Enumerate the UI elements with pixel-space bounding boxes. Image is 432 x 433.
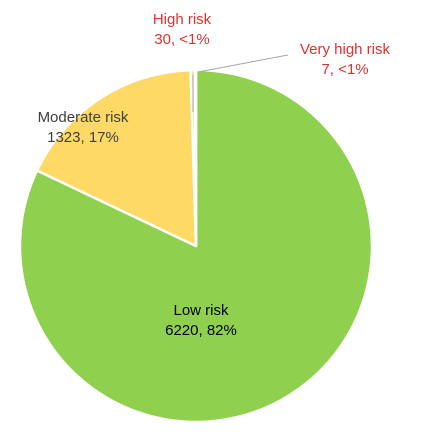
pie-slice-low-risk bbox=[18, 68, 374, 424]
slice-label-very-high-risk-name: Very high risk bbox=[300, 41, 391, 58]
pie-slice-moderate-risk bbox=[35, 68, 198, 248]
slice-label-moderate-risk-value: 1323, 17% bbox=[47, 129, 119, 146]
leader-lines bbox=[192, 54, 289, 112]
pie-slices bbox=[18, 68, 374, 424]
slice-label-low-risk-name: Low risk bbox=[173, 302, 229, 319]
pie-slice-very-high-risk bbox=[193, 68, 198, 248]
slice-label-moderate-risk-name: Moderate risk bbox=[38, 109, 129, 126]
leader-line-very-high-risk bbox=[197, 54, 289, 73]
slice-label-high-risk-name: High risk bbox=[153, 11, 212, 28]
slice-label-very-high-risk-value: 7, <1% bbox=[321, 61, 368, 78]
slice-label-low-risk-value: 6220, 82% bbox=[165, 322, 237, 339]
slice-label-high-risk-value: 30, <1% bbox=[154, 31, 209, 48]
slice-labels: Low risk 6220, 82% Moderate risk 1323, 17% H… bbox=[38, 11, 391, 339]
